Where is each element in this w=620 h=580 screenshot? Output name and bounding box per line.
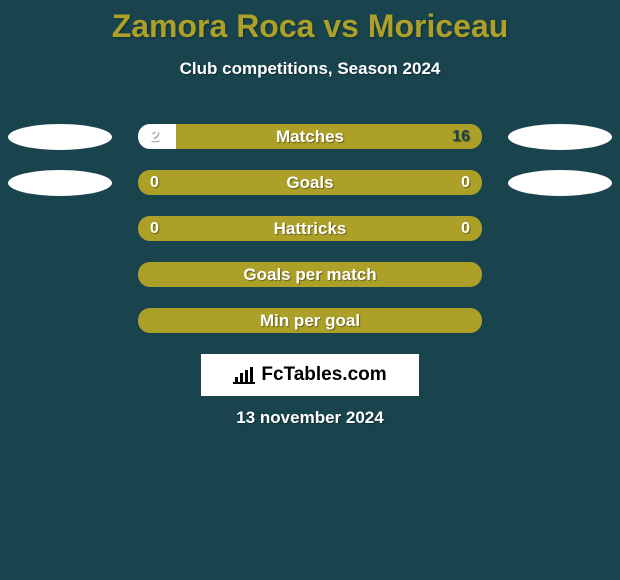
stat-bar: Min per goal — [138, 308, 482, 333]
page-subtitle: Club competitions, Season 2024 — [0, 59, 620, 79]
player-left-ellipse — [8, 124, 112, 150]
stat-label: Matches — [138, 124, 482, 149]
stat-bar: 216Matches — [138, 124, 482, 149]
stat-row: Min per goal — [0, 308, 620, 354]
stat-label: Min per goal — [138, 308, 482, 333]
brand-text: FcTables.com — [261, 364, 386, 386]
stat-row: 00Goals — [0, 170, 620, 216]
stat-label: Goals — [138, 170, 482, 195]
stat-rows-container: 216Matches 00Goals 00Hattricks Goals per ma… — [0, 124, 620, 354]
stat-bar: 00Hattricks — [138, 216, 482, 241]
stat-label: Hattricks — [138, 216, 482, 241]
stat-bar: 00Goals — [138, 170, 482, 195]
player-left-ellipse — [8, 170, 112, 196]
player-right-ellipse — [508, 170, 612, 196]
brand-badge: FcTables.com — [201, 354, 419, 396]
player-right-ellipse — [508, 124, 612, 150]
stat-row: 00Hattricks — [0, 216, 620, 262]
comparison-infographic: Zamora Roca vs Moriceau Club competition… — [0, 0, 620, 580]
stat-label: Goals per match — [138, 262, 482, 287]
date-text: 13 november 2024 — [0, 408, 620, 428]
chart-icon — [233, 366, 255, 384]
page-title: Zamora Roca vs Moriceau — [0, 0, 620, 45]
stat-row: 216Matches — [0, 124, 620, 170]
stat-bar: Goals per match — [138, 262, 482, 287]
stat-row: Goals per match — [0, 262, 620, 308]
